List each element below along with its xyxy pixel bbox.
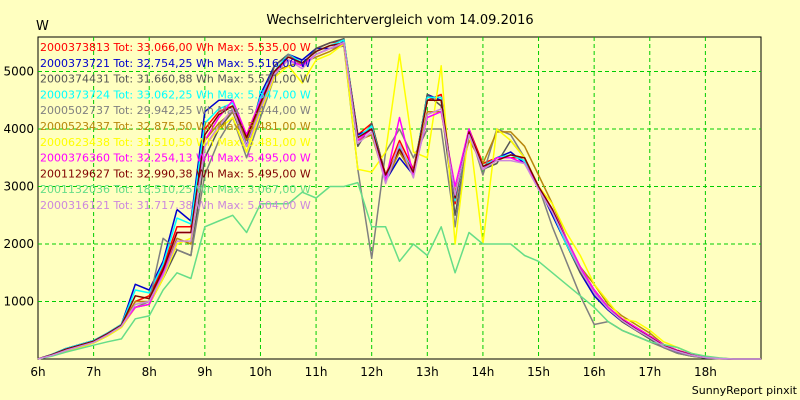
- legend-entry-2000374431: 2000374431 Tot: 31.660,88 Wh Max: 5.571,…: [40, 73, 311, 86]
- legend-entry-2001132036: 2001132036 Tot: 18.510,25 Wh Max: 3.067,…: [40, 183, 311, 196]
- series-layer: [37, 37, 761, 360]
- x-tick-label: 11h: [305, 365, 328, 379]
- x-tick-label: 16h: [583, 365, 606, 379]
- x-tick-label: 15h: [527, 365, 550, 379]
- legend-entry-2001129627: 2001129627 Tot: 32.990,38 Wh Max: 5.495,…: [40, 167, 311, 180]
- series-line-2001132036: [37, 181, 761, 360]
- legend: 2000373813 Tot: 33.066,00 Wh Max: 5.535,…: [40, 41, 311, 212]
- x-tick-label: 8h: [142, 365, 157, 379]
- x-tick-label: 18h: [694, 365, 717, 379]
- axes: 1000 2000 3000 4000 5000 6h 7h 8h 9h 10h 11h 12h 13h…: [3, 65, 716, 380]
- y-tick-label: 1000: [3, 295, 34, 309]
- x-tick-label: 7h: [86, 365, 101, 379]
- series-line-2000316121: [37, 41, 761, 360]
- y-axis-label: W: [36, 19, 49, 34]
- legend-entry-2000502737: 2000502737 Tot: 29.942,25 Wh Max: 5.444,…: [40, 104, 311, 117]
- legend-entry-2000373813: 2000373813 Tot: 33.066,00 Wh Max: 5.535,…: [40, 41, 311, 54]
- x-tick-label: 17h: [638, 365, 661, 379]
- y-tick-label: 4000: [3, 122, 34, 136]
- x-tick-label: 12h: [360, 365, 383, 379]
- x-tick-label: 13h: [416, 365, 439, 379]
- legend-entry-2000376360: 2000376360 Tot: 32.254,13 Wh Max: 5.495,…: [40, 152, 311, 165]
- legend-entry-2000523437: 2000523437 Tot: 32.875,50 Wh Max: 5.481,…: [40, 120, 311, 133]
- legend-entry-2000623438: 2000623438 Tot: 31.510,50 Wh Max: 5.481,…: [40, 136, 311, 149]
- y-tick-label: 2000: [3, 237, 34, 251]
- y-tick-label: 5000: [3, 65, 34, 79]
- y-tick-label: 3000: [3, 180, 34, 194]
- plot-area: [37, 36, 762, 360]
- x-tick-label: 6h: [30, 365, 45, 379]
- chart-title: Wechselrichtervergleich vom 14.09.2016: [266, 13, 533, 28]
- legend-entry-2000373721: 2000373721 Tot: 32.754,25 Wh Max: 5.516,…: [40, 57, 311, 70]
- x-tick-label: 9h: [197, 365, 212, 379]
- x-tick-label: 14h: [471, 365, 494, 379]
- x-tick-label: 10h: [249, 365, 272, 379]
- series-line-2000623438: [37, 43, 761, 360]
- legend-entry-2000316121: 2000316121 Tot: 31.717,38 Wh Max: 5.504,…: [40, 199, 311, 212]
- grid: [38, 37, 761, 359]
- chart-footer: SunnyReport pinxit: [692, 384, 798, 397]
- legend-entry-2000373724: 2000373724 Tot: 33.062,25 Wh Max: 5.547,…: [40, 88, 311, 101]
